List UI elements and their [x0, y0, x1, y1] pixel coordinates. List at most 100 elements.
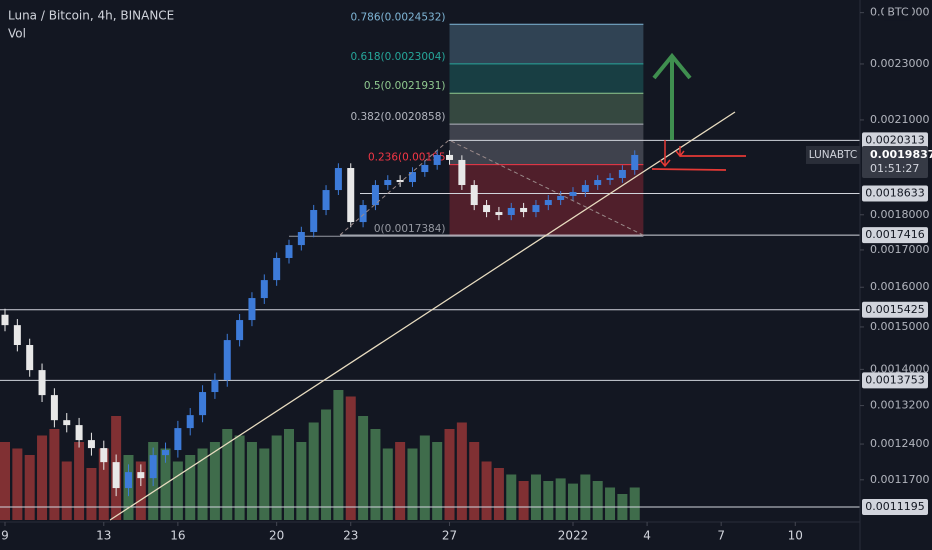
- y-tick-label: 0.0023000: [870, 57, 930, 70]
- y-tick-label: 0.0012400: [870, 437, 930, 450]
- candle-body: [507, 207, 515, 216]
- candle-body: [174, 428, 182, 451]
- volume-bar: [370, 429, 381, 520]
- fib-band: [449, 93, 644, 125]
- level-box: [862, 185, 928, 202]
- volume-bar: [234, 435, 245, 520]
- volume-bar: [493, 468, 504, 520]
- up-arrow: [652, 52, 692, 140]
- candle-body: [495, 212, 503, 216]
- red-arrow: [675, 146, 685, 158]
- candle-body: [124, 472, 132, 489]
- candle-body: [433, 154, 441, 165]
- volume-pane: [0, 390, 640, 520]
- candle-body: [581, 185, 589, 193]
- candle-body: [594, 180, 602, 186]
- volume-bar: [86, 468, 97, 520]
- level-box: [862, 301, 928, 318]
- volume-bar: [296, 442, 307, 520]
- symbol-box: [806, 145, 860, 164]
- volume-bar: [209, 442, 220, 520]
- level-box: [862, 498, 928, 515]
- level-label: 0.0017416: [865, 228, 925, 241]
- volume-bar: [37, 435, 48, 520]
- fib-band: [449, 63, 644, 94]
- candle-body: [137, 472, 145, 479]
- fib-label: 0.382(0.0020858): [350, 111, 445, 123]
- candle-body: [297, 231, 305, 246]
- candle-body: [483, 205, 491, 213]
- last-price-label: 0.0019837: [870, 148, 932, 161]
- candle-body: [149, 455, 157, 479]
- candle-body: [310, 210, 318, 232]
- drawings: [109, 52, 746, 521]
- candle-body: [557, 195, 565, 201]
- x-tick-label: 2022: [558, 529, 589, 543]
- volume-bar: [345, 396, 356, 520]
- fib-band: [449, 24, 644, 64]
- candle-body: [334, 168, 342, 191]
- candle-body: [631, 154, 639, 170]
- candle-body: [322, 190, 330, 211]
- volume-bar: [74, 442, 85, 520]
- volume-bar: [456, 422, 467, 520]
- candle-body: [100, 448, 108, 463]
- candle-body: [285, 245, 293, 258]
- level-label: 0.0015425: [865, 303, 925, 316]
- fib-label: 0.5(0.0021931): [364, 80, 446, 92]
- volume-bar: [185, 455, 196, 520]
- candle-body: [26, 345, 34, 371]
- level-box: [862, 227, 928, 244]
- x-tick-label: 9: [1, 529, 9, 543]
- candle-body: [63, 420, 71, 426]
- volume-bar: [568, 483, 578, 520]
- level-box: [862, 132, 928, 149]
- candle-body: [421, 164, 429, 173]
- red-arrow: [659, 140, 671, 168]
- candle-body: [347, 168, 355, 223]
- volume-bar: [580, 474, 591, 520]
- candles: [1, 150, 639, 497]
- chart-title: Luna / Bitcoin, 4h, BINANCE: [8, 9, 174, 23]
- red-line: [651, 168, 727, 171]
- volume-bar: [308, 422, 319, 520]
- volume-bar: [481, 461, 492, 520]
- candle-body: [199, 392, 207, 416]
- volume-bar: [135, 461, 146, 520]
- volume-label: Vol: [8, 27, 26, 41]
- x-tick-label: 27: [442, 529, 457, 543]
- level-label: 0.0013753: [865, 373, 925, 386]
- candle-body: [396, 180, 404, 183]
- volume-bar: [246, 442, 257, 520]
- fib-label: 0.786(0.0024532): [350, 11, 445, 23]
- level-label: 0.0018633: [865, 187, 925, 200]
- volume-bar: [49, 429, 60, 520]
- candle-body: [371, 185, 379, 206]
- volume-bar: [382, 448, 393, 520]
- y-tick-label: 0.0017000: [870, 243, 930, 256]
- volume-bar: [222, 429, 233, 520]
- x-tick-label: 20: [269, 529, 284, 543]
- candle-body: [458, 159, 466, 186]
- volume-bar: [271, 435, 282, 520]
- candle-body: [162, 450, 170, 456]
- volume-bar: [259, 448, 270, 520]
- volume-bar: [506, 474, 517, 520]
- countdown: 01:51:27: [870, 162, 919, 175]
- y-tick-label: 0.0018000: [870, 208, 930, 221]
- x-tick-label: 10: [788, 529, 803, 543]
- volume-bar: [284, 429, 294, 520]
- fib-retracement: 0.786(0.0024532) 0.618(0.0023004) 0.5(0.00…: [289, 11, 644, 237]
- x-tick-label: 13: [96, 529, 111, 543]
- fib-band: [449, 124, 644, 165]
- volume-bar: [555, 478, 566, 520]
- candle-body: [618, 169, 626, 179]
- candle-body: [446, 154, 454, 160]
- volume-bar: [530, 474, 541, 520]
- level-label: 0.0011195: [865, 500, 925, 513]
- volume-bar: [592, 481, 603, 520]
- volume-bar: [629, 487, 640, 520]
- candle-body: [186, 415, 194, 429]
- volume-bar: [98, 448, 109, 520]
- candle-body: [248, 298, 256, 321]
